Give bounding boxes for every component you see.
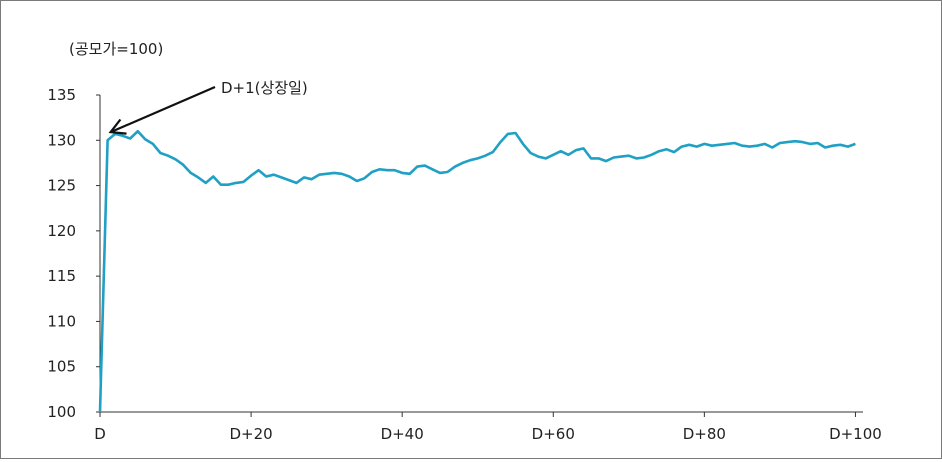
y-tick-labels: 100 105 110 115 120 125 130 135 bbox=[47, 86, 76, 421]
x-tick-label: D bbox=[94, 425, 106, 443]
x-tick-label: D+40 bbox=[381, 425, 424, 443]
annotation-label: D+1(상장일) bbox=[221, 79, 308, 97]
x-tick-label: D+100 bbox=[829, 425, 882, 443]
y-tick-label: 135 bbox=[47, 86, 76, 104]
annotation-arrowhead bbox=[108, 118, 127, 135]
y-axis-label: (공모가=100) bbox=[69, 40, 163, 58]
x-tick-label: D+60 bbox=[532, 425, 575, 443]
y-tick-label: 115 bbox=[47, 267, 76, 285]
y-tick-label: 120 bbox=[47, 222, 76, 240]
y-tick-label: 105 bbox=[47, 358, 76, 376]
y-tick-label: 125 bbox=[47, 177, 76, 195]
x-tick-label: D+20 bbox=[229, 425, 272, 443]
axes bbox=[96, 94, 863, 417]
y-tick-label: 130 bbox=[47, 131, 76, 149]
series-line bbox=[98, 129, 856, 413]
series-layer bbox=[98, 129, 856, 413]
y-tick-label: 110 bbox=[47, 312, 76, 330]
x-tick-labels: D D+20 D+40 D+60 D+80 D+100 bbox=[94, 425, 882, 443]
annotation-arrow bbox=[110, 85, 216, 134]
annotation: D+1(상장일) bbox=[108, 79, 308, 135]
y-tick-label: 100 bbox=[47, 403, 76, 421]
x-tick-label: D+80 bbox=[683, 425, 726, 443]
